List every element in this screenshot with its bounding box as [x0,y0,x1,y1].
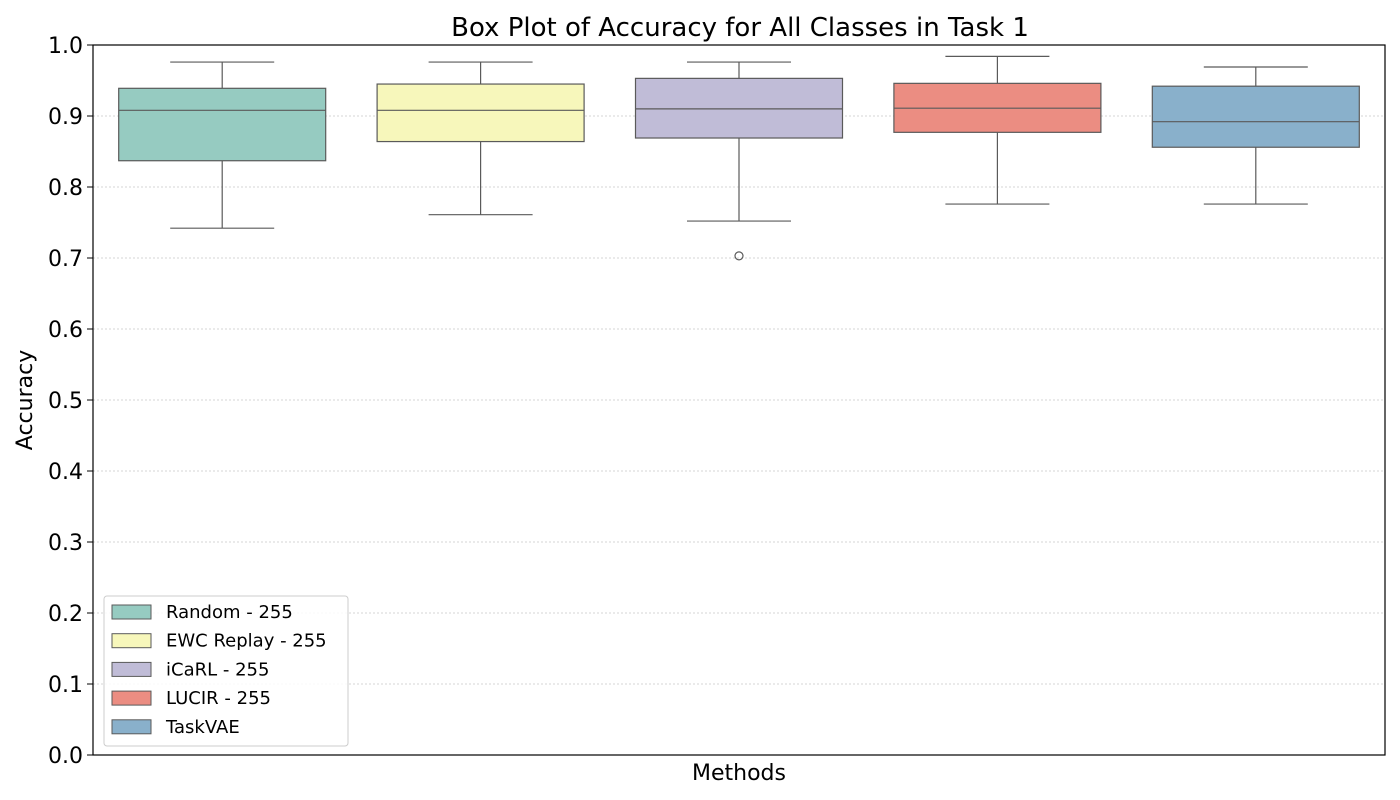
legend-item-3: LUCIR - 255 [111,688,271,709]
legend-label: EWC Replay - 255 [166,631,327,652]
y-tick-label: 1.0 [48,34,83,59]
chart-title: Box Plot of Accuracy for All Classes in … [451,13,1029,43]
legend-swatch [111,604,152,620]
y-tick-label: 0.2 [48,602,83,627]
y-axis: 0.0 0.1 0.2 0.3 0.4 0.5 0.6 0.7 0.8 0.9 1.0 [48,34,93,769]
iqr-box [118,87,327,162]
legend-label: Random - 255 [166,602,293,623]
x-axis-label: Methods [692,761,786,786]
y-tick-label: 0.5 [48,389,83,414]
legend-swatch [111,719,152,735]
box-group [118,55,1360,261]
iqr-box [376,83,585,143]
y-tick-label: 0.9 [48,105,83,130]
y-tick-label: 0.4 [48,460,83,485]
legend-item-0: Random - 255 [111,602,293,623]
legend-label: LUCIR - 255 [166,688,271,709]
iqr-box [634,77,844,139]
legend-swatch [111,690,152,706]
y-tick-label: 0.1 [48,673,83,698]
legend-item-1: EWC Replay - 255 [111,631,327,652]
legend-item-4: TaskVAE [111,717,240,738]
box-3 [893,55,1102,205]
y-tick-label: 0.0 [48,744,83,769]
iqr-box [1151,85,1360,148]
legend: Random - 255 EWC Replay - 255 iCaRL - 255 L… [103,595,349,747]
legend-swatch [111,661,152,677]
box-2 [634,61,844,261]
y-tick-label: 0.8 [48,176,83,201]
y-tick-label: 0.7 [48,247,83,272]
y-axis-label: Accuracy [13,350,38,450]
outlier-point [734,251,744,261]
legend-item-2: iCaRL - 255 [111,659,269,680]
legend-label: iCaRL - 255 [166,659,269,680]
legend-swatch [111,633,152,649]
box-1 [376,61,585,216]
y-tick-label: 0.6 [48,318,83,343]
y-tick-label: 0.3 [48,531,83,556]
box-0 [118,61,327,229]
legend-label: TaskVAE [165,717,240,738]
legend-frame [103,595,349,747]
box-4 [1151,66,1360,205]
